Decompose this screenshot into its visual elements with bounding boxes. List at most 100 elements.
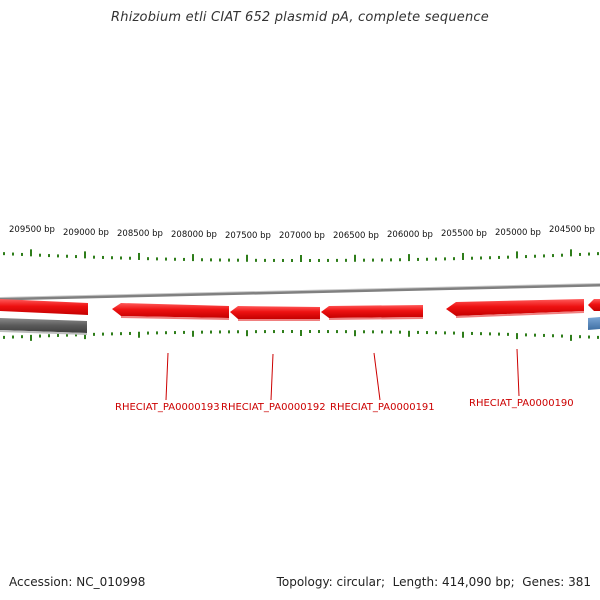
ruler-tick bbox=[282, 330, 284, 334]
ruler-label: 206000 bp bbox=[387, 230, 433, 240]
ruler-tick bbox=[516, 251, 518, 259]
sequence-stats: Topology: circular; Length: 414,090 bp; … bbox=[277, 575, 591, 589]
ruler-tick bbox=[30, 334, 32, 341]
ruler-tick bbox=[111, 332, 113, 336]
ruler-tick bbox=[399, 258, 401, 262]
ruler-tick bbox=[318, 330, 320, 334]
ruler-tick bbox=[534, 254, 536, 258]
gene-arrow-rheciat-pa0000191[interactable] bbox=[321, 305, 423, 318]
ruler-tick bbox=[120, 256, 122, 260]
plasmid-backbone-highlight bbox=[0, 283, 600, 298]
ruler-tick bbox=[138, 331, 140, 338]
ruler-tick bbox=[498, 332, 500, 336]
ruler-tick bbox=[327, 330, 329, 334]
ruler-tick bbox=[318, 258, 320, 262]
gray-feature-partial-left[interactable] bbox=[0, 318, 87, 333]
ruler-tick bbox=[93, 332, 95, 336]
ruler-tick bbox=[363, 258, 365, 262]
gene-label[interactable]: RHECIAT_PA0000191 bbox=[330, 402, 435, 413]
ruler-tick bbox=[453, 331, 455, 335]
ruler-tick bbox=[255, 330, 257, 334]
ruler-tick bbox=[156, 257, 158, 261]
ruler-tick bbox=[237, 330, 239, 334]
ruler-tick bbox=[300, 255, 302, 262]
ruler-tick bbox=[183, 257, 185, 261]
ruler-tick bbox=[93, 255, 95, 259]
gene-arrow-partial-right[interactable] bbox=[588, 299, 600, 311]
separator: ; bbox=[380, 575, 389, 589]
ruler-label: 204500 bp bbox=[549, 225, 595, 235]
ruler-tick bbox=[417, 330, 419, 334]
ruler-tick bbox=[570, 249, 572, 257]
ruler-tick bbox=[345, 258, 347, 262]
ruler-tick bbox=[57, 333, 59, 337]
ruler-tick bbox=[201, 330, 203, 334]
gene-label[interactable]: RHECIAT_PA0000192 bbox=[221, 402, 326, 413]
ruler-tick bbox=[102, 332, 104, 336]
ruler-tick bbox=[543, 254, 545, 258]
ruler-label: 207000 bp bbox=[279, 231, 325, 241]
ruler-tick bbox=[498, 255, 500, 259]
gene-arrow-partial-left[interactable] bbox=[0, 299, 88, 315]
gene-label[interactable]: RHECIAT_PA0000193 bbox=[115, 402, 220, 413]
ruler-tick bbox=[453, 257, 455, 261]
gene-shadow bbox=[456, 311, 584, 318]
length-label: Length: bbox=[392, 575, 439, 589]
ruler-tick bbox=[228, 258, 230, 262]
gene-arrow-rheciat-pa0000193[interactable] bbox=[112, 303, 229, 318]
ruler-tick bbox=[273, 330, 275, 334]
ruler-tick bbox=[219, 258, 221, 262]
gray-feature-shadow bbox=[0, 330, 87, 335]
ruler-tick bbox=[354, 330, 356, 337]
ruler-label: 207500 bp bbox=[225, 231, 271, 241]
blue-feature-partial-right[interactable] bbox=[588, 317, 600, 330]
upper-tick-row bbox=[3, 249, 599, 262]
ruler-tick bbox=[381, 330, 383, 334]
ruler-tick bbox=[489, 332, 491, 336]
ruler-tick bbox=[444, 331, 446, 335]
accession-value: NC_010998 bbox=[76, 575, 146, 589]
ruler-tick bbox=[309, 330, 311, 334]
ruler-tick bbox=[255, 258, 257, 262]
ruler-tick bbox=[525, 333, 527, 337]
gene-label[interactable]: RHECIAT_PA0000190 bbox=[469, 398, 574, 409]
ruler-tick bbox=[597, 335, 599, 339]
ruler-tick bbox=[345, 330, 347, 334]
ruler-tick bbox=[561, 334, 563, 338]
accession-info: Accession: NC_010998 bbox=[9, 575, 145, 589]
ruler-tick bbox=[354, 254, 356, 262]
ruler-tick bbox=[21, 252, 23, 256]
ruler-tick bbox=[219, 330, 221, 334]
ruler-tick bbox=[21, 335, 23, 339]
ruler-tick bbox=[588, 252, 590, 256]
ruler-tick bbox=[201, 258, 203, 262]
ruler-tick bbox=[480, 332, 482, 336]
ruler-tick bbox=[246, 254, 248, 262]
ruler-tick bbox=[147, 257, 149, 261]
plasmid-backbone bbox=[0, 283, 600, 301]
ruler-tick bbox=[165, 257, 167, 261]
topology-value: circular bbox=[336, 575, 381, 589]
ruler-tick bbox=[579, 252, 581, 256]
length-value: 414,090 bp bbox=[441, 575, 511, 589]
gene-label-leader bbox=[516, 348, 520, 397]
ruler-label: 205000 bp bbox=[495, 228, 541, 238]
ruler-tick bbox=[480, 256, 482, 260]
gene-shadow bbox=[121, 316, 229, 320]
gene-arrow-rheciat-pa0000192[interactable] bbox=[230, 306, 320, 319]
ruler-tick bbox=[291, 330, 293, 334]
ruler-tick bbox=[444, 257, 446, 261]
gene-arrow-rheciat-pa0000190[interactable] bbox=[446, 299, 584, 316]
ruler-tick bbox=[3, 252, 5, 256]
ruler-tick bbox=[129, 331, 131, 335]
ruler-tick bbox=[273, 258, 275, 262]
ruler-tick bbox=[408, 254, 410, 262]
ruler-tick bbox=[66, 254, 68, 258]
ruler-tick bbox=[192, 254, 194, 262]
ruler-tick bbox=[561, 253, 563, 257]
ruler-tick bbox=[417, 257, 419, 261]
ruler-tick bbox=[570, 334, 572, 341]
map-title: Rhizobium etli CIAT 652 plasmid pA, comp… bbox=[111, 10, 489, 25]
genes-value: 381 bbox=[568, 575, 591, 589]
lower-tick-row bbox=[3, 330, 599, 341]
